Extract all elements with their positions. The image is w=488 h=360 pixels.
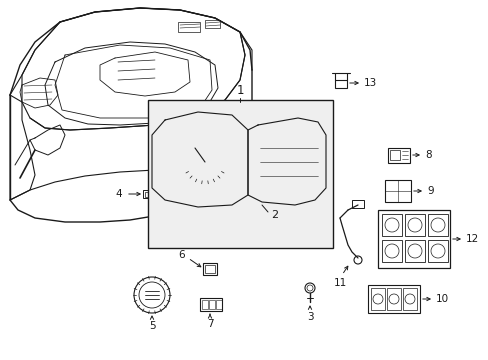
Text: 11: 11 — [333, 278, 346, 288]
Bar — [208, 300, 215, 309]
Bar — [204, 20, 220, 28]
Text: 2: 2 — [271, 210, 278, 220]
Bar — [250, 202, 259, 208]
Bar — [381, 240, 401, 262]
Bar — [191, 202, 199, 208]
Bar — [404, 240, 424, 262]
Text: 10: 10 — [435, 294, 448, 304]
Bar — [387, 148, 409, 163]
Bar — [370, 288, 384, 310]
Bar — [384, 180, 410, 202]
Bar — [367, 285, 419, 313]
Bar — [281, 202, 288, 208]
Text: 13: 13 — [363, 78, 376, 88]
Bar — [427, 240, 447, 262]
Bar — [145, 192, 151, 197]
Bar — [402, 288, 416, 310]
Bar — [389, 150, 399, 160]
Bar — [163, 202, 172, 208]
Bar — [142, 190, 153, 198]
Circle shape — [201, 158, 208, 166]
Bar — [218, 202, 225, 208]
Text: 5: 5 — [148, 321, 155, 331]
Bar — [178, 22, 200, 32]
Bar — [427, 214, 447, 236]
Text: 4: 4 — [115, 189, 122, 199]
Bar — [404, 214, 424, 236]
Text: 7: 7 — [206, 319, 213, 329]
Bar — [202, 300, 207, 309]
Text: 3: 3 — [306, 312, 313, 322]
Text: 6: 6 — [178, 250, 184, 260]
Bar — [216, 300, 222, 309]
Bar — [377, 210, 449, 268]
Bar — [203, 263, 217, 275]
Bar — [200, 298, 222, 311]
Bar — [381, 214, 401, 236]
Bar — [258, 130, 319, 192]
Bar — [334, 80, 346, 88]
Text: 9: 9 — [426, 186, 433, 196]
Text: 8: 8 — [424, 150, 431, 160]
Text: 12: 12 — [465, 234, 478, 244]
Bar — [386, 288, 400, 310]
Bar — [204, 265, 215, 273]
Bar — [305, 202, 313, 208]
Bar — [351, 200, 363, 208]
Text: 1: 1 — [236, 84, 243, 97]
Bar — [148, 100, 332, 248]
